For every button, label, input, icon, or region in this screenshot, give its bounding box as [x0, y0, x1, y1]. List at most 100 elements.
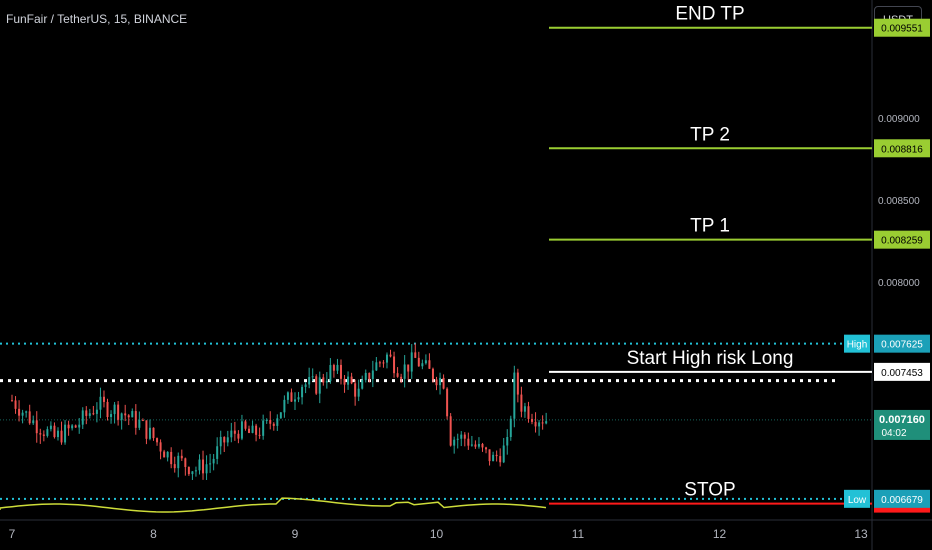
candle-body	[163, 451, 166, 458]
level-label: TP 2	[690, 124, 730, 145]
candle-body	[35, 420, 38, 434]
candle-body	[456, 438, 459, 440]
candle-body	[527, 406, 530, 419]
candle-body	[237, 433, 240, 439]
candle-body	[393, 356, 396, 374]
candle-body	[216, 446, 219, 459]
x-tick-label: 13	[854, 527, 868, 541]
candle-body	[545, 421, 548, 424]
high-price-tag: 0.007625	[881, 340, 923, 351]
level-label: Start High risk Long	[627, 348, 794, 369]
candle-body	[485, 447, 488, 450]
symbol-title: FunFair / TetherUS, 15, BINANCE	[6, 12, 188, 26]
candle-body	[467, 438, 470, 446]
level-label: TP 1	[690, 216, 730, 237]
candle-body	[166, 451, 169, 458]
candle-body	[92, 413, 95, 415]
candle-body	[56, 430, 59, 438]
candle-body	[127, 415, 130, 418]
candle-body	[495, 454, 498, 457]
candle-body	[523, 406, 526, 412]
candle-body	[18, 408, 21, 416]
candle-body	[99, 396, 102, 410]
candle-body	[541, 422, 544, 424]
candle-body	[85, 410, 88, 416]
x-tick-label: 7	[9, 527, 16, 541]
candle-body	[46, 429, 49, 436]
candle-body	[431, 368, 434, 380]
candle-body	[492, 454, 495, 462]
y-tick-label: 0.009000	[878, 114, 920, 125]
candle-body	[21, 412, 24, 416]
candle-body	[177, 455, 180, 469]
candle-body	[286, 392, 289, 400]
candle-body	[11, 400, 13, 402]
candle-body	[251, 425, 254, 433]
low-price-tag-bg	[874, 489, 930, 508]
candle-body	[184, 458, 187, 467]
candle-body	[194, 470, 197, 472]
candle-body	[262, 420, 265, 436]
low-price-tag: 0.006679	[881, 495, 923, 506]
candle-body	[396, 373, 399, 377]
candle-body	[463, 434, 466, 439]
candle-body	[198, 459, 201, 471]
candle-body	[308, 377, 311, 385]
candle-body	[325, 381, 328, 383]
candle-body	[141, 420, 144, 422]
candle-body	[382, 362, 385, 364]
level-label: STOP	[684, 480, 735, 501]
candle-body	[49, 425, 52, 430]
candle-body	[64, 424, 67, 443]
candle-body	[371, 370, 374, 380]
candle-body	[389, 354, 392, 357]
candle-body	[244, 421, 247, 429]
candle-body	[81, 410, 84, 425]
candle-body	[513, 372, 516, 419]
price-tag-bg	[874, 230, 930, 249]
candle-body	[152, 427, 155, 439]
candle-body	[332, 365, 335, 371]
candle-body	[410, 352, 413, 372]
candle-body	[453, 439, 456, 446]
candle-body	[212, 458, 215, 464]
price-tag: 0.009551	[881, 24, 923, 35]
candle-body	[258, 434, 261, 436]
candle-body	[124, 413, 127, 416]
candle-body	[279, 412, 282, 419]
candle-body	[290, 392, 293, 402]
price-tag: 0.007453	[881, 368, 923, 379]
last-price-tag-bg	[874, 409, 930, 440]
candle-body	[361, 379, 364, 389]
candle-body	[14, 400, 17, 409]
candle-body	[347, 376, 350, 385]
candle-body	[354, 383, 357, 397]
candle-body	[520, 394, 523, 412]
candle-body	[226, 437, 229, 443]
candle-body	[205, 464, 208, 474]
candle-body	[499, 456, 502, 463]
candle-body	[53, 425, 56, 438]
candle-body	[219, 436, 222, 447]
candle-body	[385, 354, 388, 363]
x-tick-label: 8	[150, 527, 157, 541]
candle-body	[159, 442, 162, 452]
candle-body	[269, 419, 272, 424]
candle-body	[506, 437, 509, 446]
candle-body	[276, 418, 279, 426]
candle-body	[509, 418, 512, 438]
high-badge: High	[847, 340, 868, 351]
candle-body	[350, 376, 353, 384]
candle-body	[202, 459, 205, 474]
candle-body	[322, 377, 325, 383]
candle-body	[407, 364, 410, 372]
price-tag-bg	[874, 139, 930, 158]
candle-body	[516, 372, 519, 395]
candle-body	[145, 420, 148, 439]
candle-body	[400, 376, 403, 379]
candle-body	[191, 471, 194, 475]
candle-body	[131, 411, 134, 418]
price-tag-bg	[874, 362, 930, 381]
candle-body	[71, 425, 74, 429]
